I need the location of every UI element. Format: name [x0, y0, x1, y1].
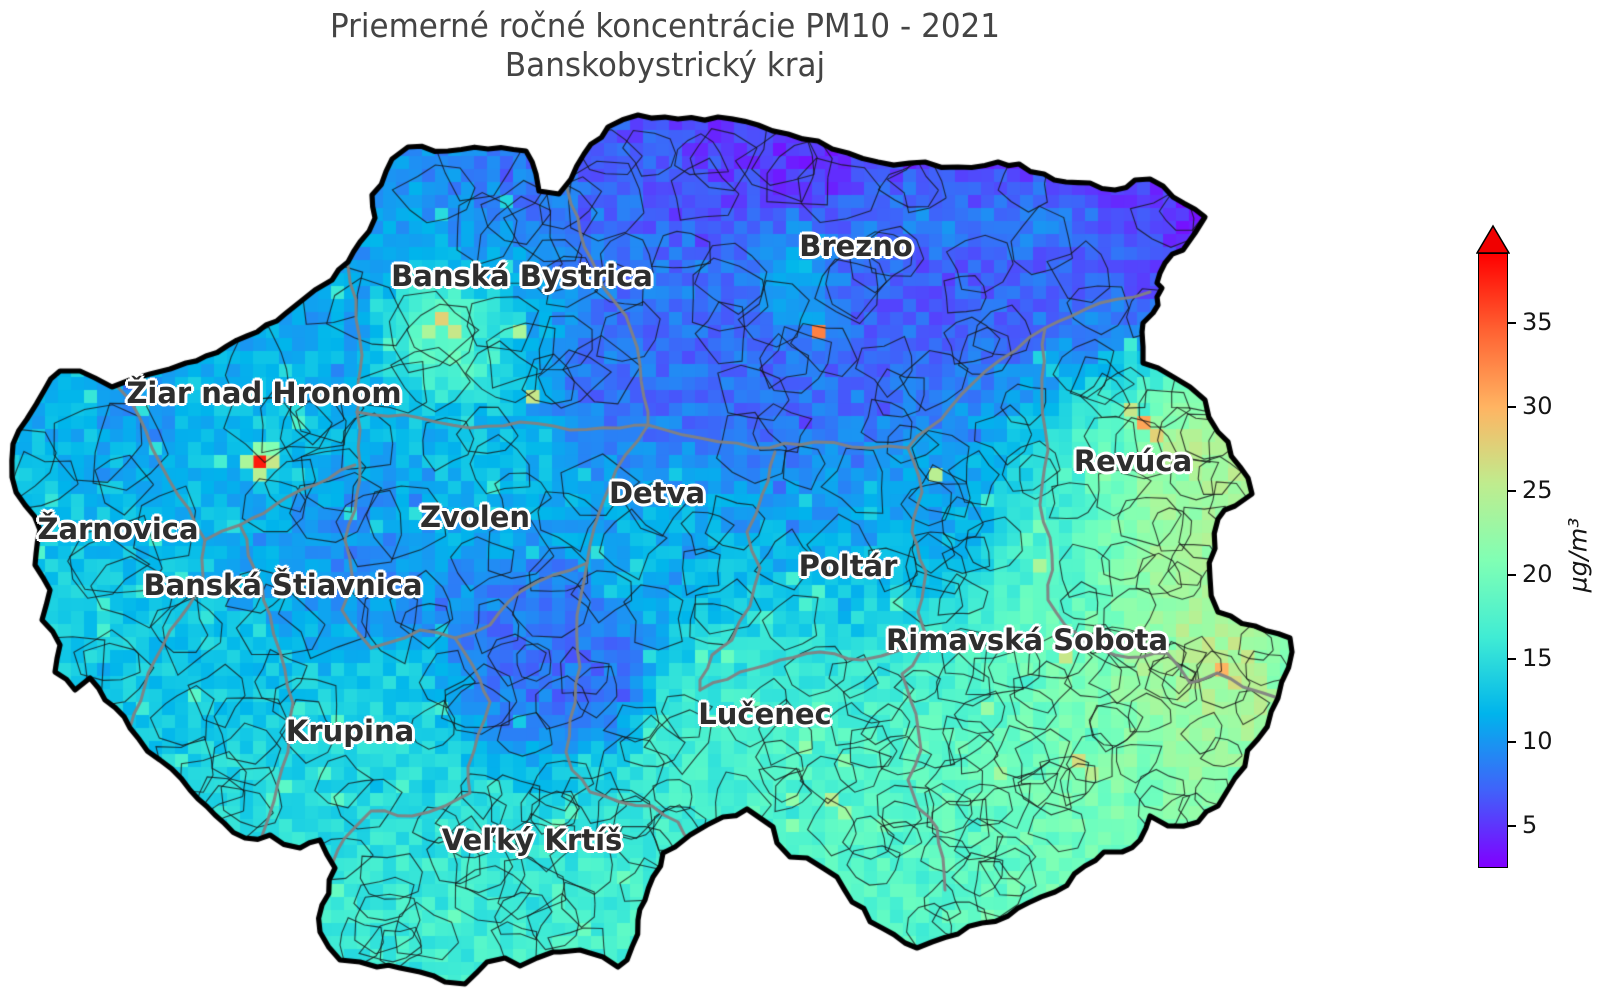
- title-line-2: Banskobystrický kraj: [504, 45, 826, 84]
- title-line-1: Priemerné ročné koncentrácie PM10 - 2021: [329, 6, 1001, 45]
- page-title: Priemerné ročné koncentrácie PM10 - 2021…: [40, 6, 1290, 84]
